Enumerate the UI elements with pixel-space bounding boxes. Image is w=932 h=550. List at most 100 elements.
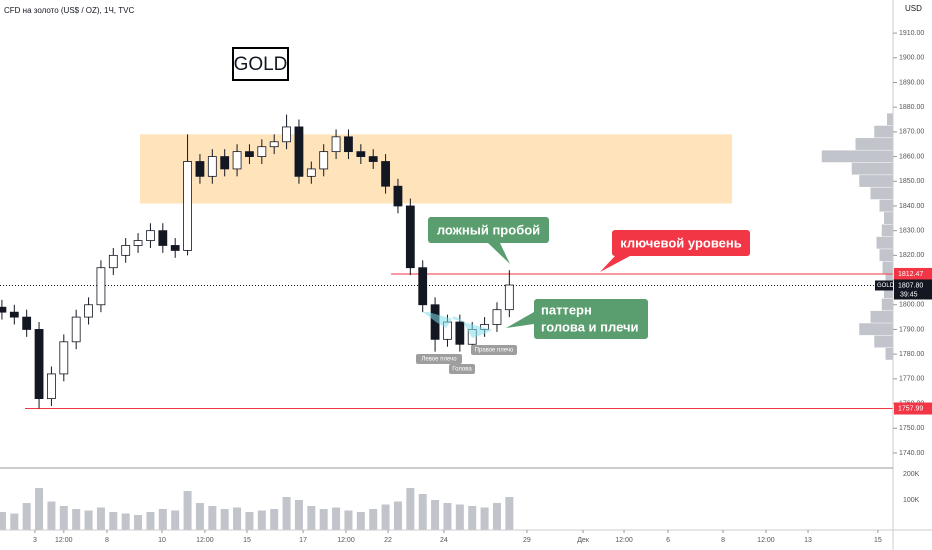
candle-body bbox=[34, 329, 44, 400]
candle-body bbox=[294, 126, 304, 177]
callout-false-breakout bbox=[428, 217, 549, 243]
candle-body bbox=[0, 306, 7, 313]
y-tick-label: 1780.00 bbox=[899, 351, 924, 358]
volume-bar bbox=[393, 501, 402, 530]
symbol-label: GOLD bbox=[877, 283, 895, 289]
callout-pointer bbox=[600, 256, 630, 272]
level-label: 1812.47 bbox=[898, 271, 923, 278]
y-tick-label: 1860.00 bbox=[899, 153, 924, 160]
candle-body bbox=[269, 141, 279, 148]
candle-body bbox=[207, 156, 217, 177]
x-tick-label: 8 bbox=[721, 537, 725, 544]
volume-bar bbox=[344, 510, 353, 530]
last-price-label: 1807.80 bbox=[898, 282, 923, 289]
candle-body bbox=[306, 168, 316, 177]
volume-bar bbox=[233, 507, 242, 530]
candle-body bbox=[381, 161, 390, 187]
volume-bar bbox=[47, 501, 56, 530]
y-tick-label: 1820.00 bbox=[899, 252, 924, 259]
y-tick-label: 1770.00 bbox=[899, 376, 924, 383]
callout-text: паттерн bbox=[541, 302, 592, 317]
volume-bar bbox=[171, 510, 180, 530]
x-tick-label: 29 bbox=[523, 537, 531, 544]
volume-profile-bar bbox=[851, 162, 893, 175]
currency: USD bbox=[905, 4, 922, 13]
candle-body bbox=[492, 309, 502, 325]
volume-profile-bar bbox=[881, 298, 893, 311]
x-tick-label: 13 bbox=[804, 537, 812, 544]
volume-profile-bar bbox=[821, 150, 893, 163]
label-bg bbox=[471, 345, 517, 355]
label-bg bbox=[416, 354, 462, 364]
volume-bar bbox=[158, 509, 167, 530]
volume-bar bbox=[505, 497, 514, 530]
x-tick-label: 12:00 bbox=[196, 537, 214, 544]
x-tick-label: 17 bbox=[299, 537, 307, 544]
candle-body bbox=[121, 245, 131, 256]
candle-body bbox=[71, 316, 81, 343]
candle-body bbox=[108, 254, 118, 269]
candle-body bbox=[455, 321, 465, 345]
candle-body bbox=[183, 161, 192, 251]
candle-body bbox=[195, 161, 205, 177]
volume-profile-bar bbox=[876, 236, 893, 249]
left-shoulder: Левое плечо bbox=[421, 357, 457, 363]
candle-body bbox=[356, 151, 366, 157]
volume-bar bbox=[455, 504, 464, 530]
volume-bar bbox=[369, 509, 378, 530]
candle-body bbox=[257, 146, 267, 157]
callout-pattern bbox=[534, 299, 648, 339]
volume-bar bbox=[270, 509, 279, 530]
volume-profile-bar bbox=[874, 335, 893, 348]
candle-body bbox=[146, 230, 155, 241]
y-tick-label: 1800.00 bbox=[899, 302, 924, 309]
volume-bar bbox=[109, 512, 118, 530]
candle-body bbox=[47, 373, 56, 400]
volume-bar bbox=[245, 512, 254, 530]
y-tick-label: 1830.00 bbox=[899, 228, 924, 235]
volume-bar bbox=[10, 513, 19, 530]
candle-body bbox=[418, 267, 428, 306]
marks-layer bbox=[0, 114, 514, 530]
volume-bar bbox=[0, 512, 6, 530]
volume-bar bbox=[443, 503, 452, 530]
right-shoulder: Правое плечо bbox=[475, 348, 514, 354]
volume-profile-bar bbox=[887, 113, 893, 126]
volume-profile-bar bbox=[870, 310, 893, 323]
volume-profile-bar bbox=[855, 138, 893, 150]
gold-box-label: GOLD bbox=[234, 54, 288, 75]
x-tick-label: 12:00 bbox=[55, 537, 73, 544]
last-price-tag bbox=[894, 279, 932, 300]
candle-body bbox=[393, 185, 403, 207]
candle-body bbox=[282, 126, 291, 143]
volume-profile-bar bbox=[859, 175, 893, 187]
volume-profile-bar bbox=[884, 212, 893, 224]
x-tick-label: 10 bbox=[158, 537, 166, 544]
volume-bar bbox=[121, 513, 130, 530]
candle-body bbox=[96, 267, 106, 306]
volume-profile-bar bbox=[879, 249, 893, 262]
volume-bar bbox=[468, 506, 477, 530]
gold-box bbox=[232, 47, 289, 81]
volume-bar bbox=[332, 507, 341, 530]
candle-body bbox=[22, 316, 32, 330]
x-tick-label: 24 bbox=[440, 537, 448, 544]
x-tick-label: 8 bbox=[105, 537, 109, 544]
grid-layer bbox=[0, 113, 893, 410]
y-tick-label: 1870.00 bbox=[899, 129, 924, 136]
candle-body bbox=[232, 151, 242, 170]
x-tick-label: 22 bbox=[384, 537, 392, 544]
volume-tick-label: 100K bbox=[903, 497, 920, 504]
volume-bar bbox=[257, 510, 266, 530]
volume-profile-bar bbox=[884, 286, 893, 299]
volume-bar bbox=[294, 500, 303, 530]
volume-bar bbox=[72, 509, 81, 530]
level-label: 1757.99 bbox=[898, 405, 923, 412]
pattern-shape bbox=[423, 312, 492, 338]
x-tick-label: 15 bbox=[243, 537, 251, 544]
y-tick-label: 1750.00 bbox=[899, 425, 924, 432]
volume-profile-bar bbox=[885, 273, 893, 286]
volume-bar bbox=[134, 515, 143, 530]
y-tick-label: 1790.00 bbox=[899, 326, 924, 333]
y-tick-label: 1840.00 bbox=[899, 203, 924, 210]
